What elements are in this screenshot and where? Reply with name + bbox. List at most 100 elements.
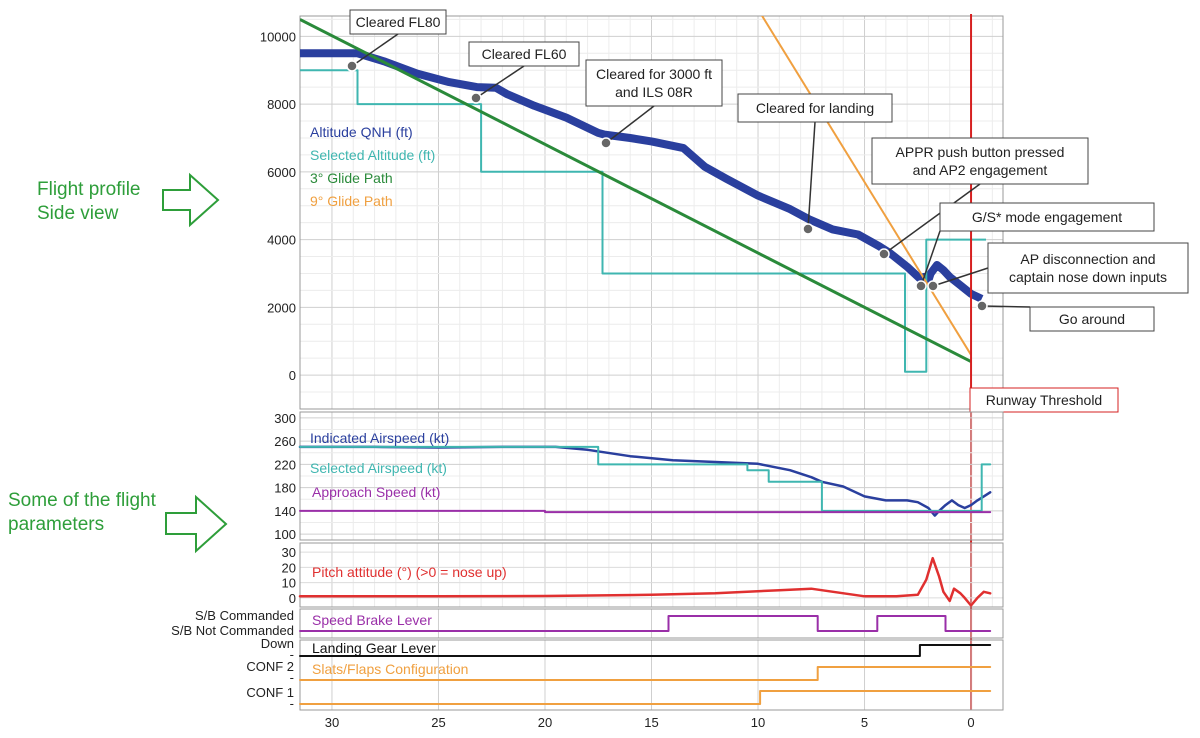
green-arrow-icon: [162, 172, 220, 228]
series-line: [299, 509, 992, 514]
callout-label: AP disconnection and: [1020, 251, 1155, 267]
legend-entry: Selected Airspeed (kt): [310, 460, 447, 476]
callout-box: [1029, 306, 1155, 332]
y-tick-label: 10: [282, 576, 296, 591]
speed-brake-panel-frame: [299, 608, 1004, 639]
callout-marker: [927, 280, 939, 292]
callout-label: APPR push button pressed: [896, 144, 1065, 160]
callout-pointer: [475, 65, 525, 99]
x-tick-label: 10: [751, 715, 765, 730]
x-tick-label: 30: [325, 715, 339, 730]
y-tick-label: -: [290, 696, 294, 711]
y-tick-label: 180: [274, 481, 296, 496]
series-line: [761, 16, 972, 356]
legend-entry: 3° Glide Path: [310, 170, 393, 186]
legend-entry: Speed Brake Lever: [312, 612, 432, 628]
y-tick-label: S/B Commanded: [195, 608, 294, 623]
legend-entry: Indicated Airspeed (kt): [310, 430, 449, 446]
callout-marker: [878, 248, 890, 260]
legend-entry: Pitch attitude (°) (>0 = nose up): [312, 564, 507, 580]
airspeed-panel-frame: [299, 411, 1004, 541]
callout-pointer: [351, 33, 399, 67]
callout-marker: [976, 300, 988, 312]
y-tick-label: 140: [274, 504, 296, 519]
callout-label: and AP2 engagement: [913, 162, 1048, 178]
callout-box: [585, 59, 723, 107]
legend-entry: 9° Glide Path: [310, 193, 393, 209]
callout-label: captain nose down inputs: [1009, 269, 1167, 285]
callout-pointer: [807, 121, 816, 230]
y-tick-label: 0: [289, 591, 296, 606]
callout-label: Go around: [1059, 311, 1125, 327]
profile-series-group: [300, 16, 986, 373]
legend-entry: Approach Speed (kt): [312, 484, 440, 500]
y-tick-label: CONF 2: [246, 659, 294, 674]
series-line: [299, 644, 992, 657]
callout-label: Cleared FL60: [482, 46, 567, 62]
x-tick-label: 15: [644, 715, 658, 730]
series-line: [300, 49, 984, 303]
legend-entry: Selected Altitude (ft): [310, 147, 435, 163]
callout-label: Cleared for 3000 ft: [596, 66, 712, 82]
x-tick-label: 20: [538, 715, 552, 730]
side-label-line: Side view: [37, 203, 119, 224]
callout-box: [468, 41, 580, 67]
y-tick-label: CONF 1: [246, 685, 294, 700]
callout-pointer: [883, 183, 981, 255]
y-tick-label: 2000: [267, 300, 296, 315]
series-line: [299, 666, 992, 681]
callout-box: [969, 387, 1119, 413]
flight-parameters-side-label: Some of the flight parameters: [8, 489, 156, 537]
legend-entry: Slats/Flaps Configuration: [312, 661, 468, 677]
side-label-line: Some of the flight: [8, 490, 156, 511]
y-tick-label: S/B Not Commanded: [171, 623, 294, 638]
callout-box: [349, 9, 447, 35]
callout-pointer: [932, 267, 989, 287]
y-tick-label: -: [290, 670, 294, 685]
y-tick-label: 100: [274, 527, 296, 542]
legend-entry: Altitude QNH (ft): [310, 124, 413, 140]
callout-label: G/S* mode engagement: [972, 209, 1122, 225]
callout-label: Runway Threshold: [986, 392, 1102, 408]
y-tick-label: 8000: [267, 97, 296, 112]
callout-box: [871, 137, 1089, 185]
callout-marker: [600, 137, 612, 149]
callout-label: and ILS 08R: [615, 84, 693, 100]
series-line: [299, 615, 992, 632]
y-tick-label: 4000: [267, 233, 296, 248]
callout-marker: [802, 223, 814, 235]
y-tick-label: 30: [282, 545, 296, 560]
callout-box: [939, 202, 1155, 232]
callout-label: Cleared for landing: [756, 100, 874, 116]
y-tick-label: 0: [289, 368, 296, 383]
gear-flaps-panel-frame: [299, 639, 1004, 711]
y-tick-label: -: [290, 647, 294, 662]
series-line: [299, 690, 992, 705]
x-tick-label: 5: [861, 715, 868, 730]
callout-box: [987, 242, 1189, 294]
y-tick-label: 20: [282, 560, 296, 575]
x-tick-label: 25: [431, 715, 445, 730]
pitch-panel-frame: [299, 542, 1004, 608]
callout-pointer: [981, 305, 1031, 308]
series-line: [298, 556, 992, 607]
callout-pointer: [605, 105, 655, 144]
callout-box: [737, 93, 893, 123]
y-tick-label: 6000: [267, 165, 296, 180]
callout-marker: [915, 280, 927, 292]
callout-pointer: [920, 230, 941, 287]
side-label-line: Flight profile: [37, 179, 141, 200]
series-line: [300, 18, 972, 363]
callout-marker: [346, 60, 358, 72]
callout-label: Cleared FL80: [356, 14, 441, 30]
callout-marker: [470, 92, 482, 104]
series-line: [299, 445, 992, 512]
y-tick-label: 260: [274, 434, 296, 449]
y-tick-label: 220: [274, 457, 296, 472]
series-line: [300, 69, 986, 373]
series-line: [298, 445, 992, 517]
x-tick-label: 0: [967, 715, 974, 730]
side-label-line: parameters: [8, 514, 105, 535]
flight-profile-side-label: Flight profile Side view: [37, 178, 141, 226]
